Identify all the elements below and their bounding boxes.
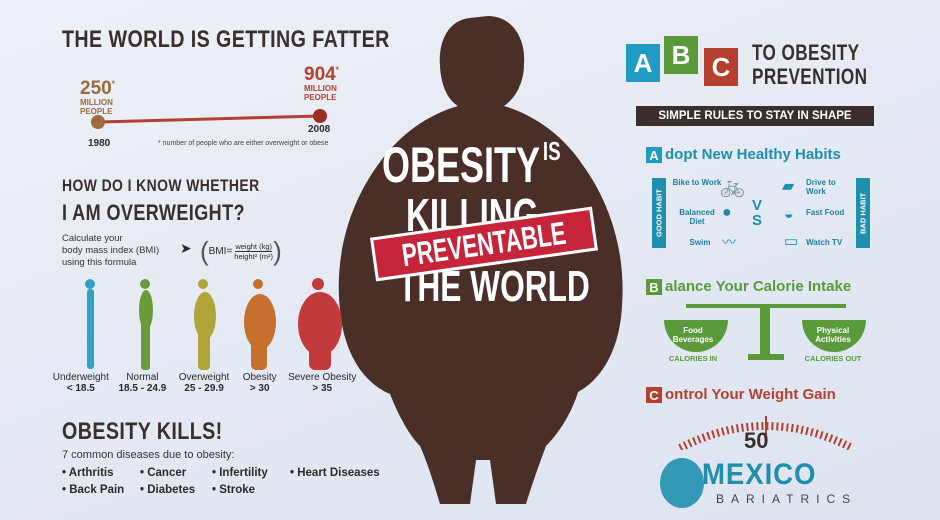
abc-title2: PREVENTION	[752, 64, 868, 89]
calc-line3: using this formula	[62, 257, 137, 268]
disease-diabetes: • Diabetes	[140, 484, 196, 496]
rules-banner-text: SIMPLE RULES TO STAY IN SHAPE	[658, 110, 852, 122]
weight-gauge	[678, 416, 854, 450]
label-overweight: Overweight 25 - 29.9	[178, 372, 230, 394]
label-severe-obesity: Severe Obesity > 35	[288, 372, 357, 394]
stat-1980-unit2: PEOPLE	[80, 107, 113, 116]
bmi-denominator: height² (m²)	[234, 252, 274, 261]
label-obesity: Obesity > 30	[242, 372, 277, 394]
calc-text: Calculate your body mass index (BMI) usi…	[62, 233, 159, 269]
rule-c-text: ontrol Your Weight Gain	[665, 386, 836, 403]
figure-labels: Underweight < 18.5 Normal 18.5 - 24.9 Over…	[50, 372, 360, 394]
letter-a-block: A	[626, 44, 660, 82]
figure-severe-obesity	[298, 278, 342, 370]
letter-c-block: C	[704, 48, 738, 86]
bmi-formula: ( BMI= weight (kg) height² (m²) )	[200, 236, 282, 266]
logo-text-main: MEXICO	[702, 458, 817, 491]
center-line1: OBESITY IS	[382, 136, 561, 193]
growth-line	[91, 109, 327, 129]
abc-title1: TO OBESITY	[752, 40, 860, 65]
year-2008: 2008	[308, 124, 331, 135]
bike-icon: 🚲	[720, 176, 745, 198]
letter-b-block: B	[664, 36, 698, 74]
good-habit-bar: GOOD HABIT	[652, 178, 666, 248]
swim-icon: 〰	[722, 234, 736, 250]
apple-icon: ●	[722, 204, 732, 221]
stat-2008-value: 904*	[304, 64, 339, 85]
bad-habit-bar: BAD HABIT	[856, 178, 870, 248]
bmi-numerator: weight (kg)	[235, 242, 273, 252]
car-icon: ▰	[782, 178, 795, 195]
calories-in: CALORIES IN	[668, 354, 718, 363]
kills-subtitle: 7 common diseases due to obesity:	[62, 449, 235, 461]
good-swim: Swim	[689, 238, 711, 247]
kills-title: OBESITY KILLS!	[62, 418, 223, 445]
stat-2008-unit2: PEOPLE	[304, 93, 337, 102]
good-bike: Bike to Work	[672, 178, 722, 187]
gauge-value: 50	[744, 428, 769, 453]
figure-overweight	[194, 279, 216, 370]
figure-normal	[139, 279, 153, 370]
disease-arthritis: • Arthritis	[62, 467, 114, 479]
calc-line1: Calculate your	[62, 233, 123, 244]
logo-icon	[660, 458, 704, 508]
rule-c-letter: C	[646, 387, 662, 404]
world-fatter-title: THE WORLD IS GETTING FATTER	[62, 26, 390, 53]
bad-tv: Watch TV	[806, 238, 843, 247]
disease-cancer: • Cancer	[140, 467, 187, 479]
tv-icon: ▭	[784, 233, 799, 250]
stat-2008-unit: MILLION	[304, 84, 337, 93]
food-label: Food Beverages	[672, 326, 714, 344]
rule-b-text: alance Your Calorie Intake	[665, 278, 852, 295]
disease-stroke: • Stroke	[212, 484, 256, 496]
disease-back-pain: • Back Pain	[62, 484, 125, 496]
footnote: * number of people who are either overwe…	[158, 140, 329, 147]
physical-label: Physical Activities	[815, 326, 851, 344]
arrow-icon: ➤	[180, 240, 192, 256]
stat-1980-unit: MILLION	[80, 98, 113, 107]
label-normal: Normal 18.5 - 24.9	[118, 372, 167, 394]
bad-drive: Drive to Work	[806, 178, 836, 196]
rule-a-letter: A	[646, 147, 662, 164]
center-is: IS	[542, 136, 561, 166]
bmi-label: BMI=	[208, 246, 233, 257]
calc-line2: body mass index (BMI)	[62, 245, 160, 256]
calories-out: CALORIES OUT	[804, 354, 862, 363]
rule-a-text: dopt New Healthy Habits	[665, 146, 841, 163]
figure-obesity	[244, 279, 276, 370]
stat-1980-value: 250*	[80, 78, 115, 99]
label-underweight: Underweight < 18.5	[52, 372, 109, 394]
figure-underweight	[85, 279, 95, 369]
question-line2: I AM OVERWEIGHT?	[62, 200, 245, 225]
rule-b-letter: B	[646, 279, 662, 296]
burger-icon: ◒	[784, 206, 794, 223]
good-diet: Balanced Diet	[679, 208, 715, 226]
bad-fastfood: Fast Food	[806, 208, 845, 217]
disease-infertility: • Infertility	[212, 467, 268, 479]
vs-label: VS	[752, 197, 763, 229]
disease-heart: • Heart Diseases	[290, 467, 380, 479]
rules-banner: SIMPLE RULES TO STAY IN SHAPE	[636, 106, 874, 126]
logo-text-sub: BARIATRICS	[716, 492, 858, 506]
year-1980: 1980	[88, 138, 111, 149]
balance-scale	[664, 304, 866, 360]
body-figures	[85, 278, 342, 370]
question-line1: HOW DO I KNOW WHETHER	[62, 176, 260, 195]
